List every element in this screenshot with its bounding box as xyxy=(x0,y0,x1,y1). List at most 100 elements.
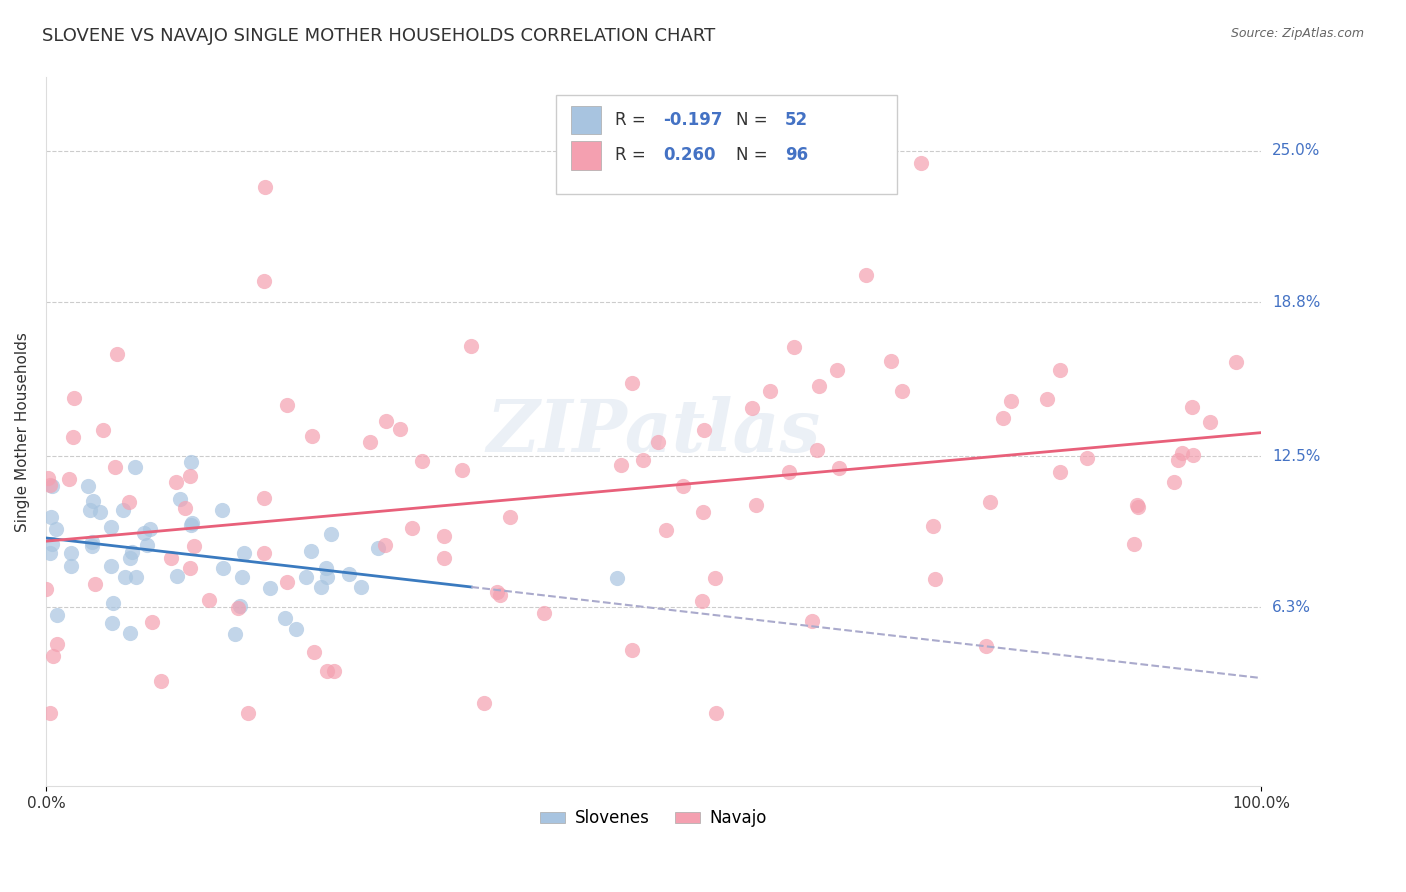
Point xyxy=(299,544,322,558)
Point xyxy=(41,649,63,664)
Point xyxy=(39,706,62,720)
Point xyxy=(1049,465,1071,479)
Point xyxy=(138,522,160,536)
Point xyxy=(117,495,139,509)
Legend: Slovenes, Navajo: Slovenes, Navajo xyxy=(533,803,773,834)
Point xyxy=(359,435,381,450)
FancyBboxPatch shape xyxy=(557,95,897,194)
FancyBboxPatch shape xyxy=(571,141,602,169)
Point xyxy=(367,541,389,555)
Point xyxy=(104,460,127,475)
Point xyxy=(37,471,59,485)
Point xyxy=(350,581,373,595)
Point xyxy=(295,570,318,584)
Point xyxy=(315,561,337,575)
Point xyxy=(808,379,831,393)
Point xyxy=(253,274,276,288)
Text: R =: R = xyxy=(614,146,651,164)
Point xyxy=(1000,393,1022,408)
Point xyxy=(179,469,201,483)
Point xyxy=(783,340,806,354)
Point xyxy=(692,505,714,519)
Point xyxy=(693,423,716,437)
FancyBboxPatch shape xyxy=(571,106,602,134)
Point xyxy=(401,521,423,535)
Point xyxy=(180,516,202,530)
Point xyxy=(100,558,122,573)
Point xyxy=(150,674,173,689)
Text: N =: N = xyxy=(737,111,773,129)
Point xyxy=(655,523,678,537)
Point xyxy=(910,156,932,170)
Point xyxy=(301,428,323,442)
Y-axis label: Single Mother Households: Single Mother Households xyxy=(15,332,30,532)
Point xyxy=(82,494,104,508)
Point xyxy=(46,637,69,651)
Point xyxy=(101,616,124,631)
Point xyxy=(741,401,763,415)
Point xyxy=(1049,363,1071,377)
Point xyxy=(411,454,433,468)
Point xyxy=(621,642,644,657)
Point xyxy=(533,606,555,620)
Point xyxy=(610,458,633,472)
Point xyxy=(236,706,259,720)
Point xyxy=(120,626,142,640)
Point xyxy=(337,566,360,581)
Text: 18.8%: 18.8% xyxy=(1272,294,1320,310)
Point xyxy=(253,180,276,194)
Point xyxy=(806,442,828,457)
Point xyxy=(118,551,141,566)
Point xyxy=(319,526,342,541)
Point xyxy=(229,599,252,614)
Point xyxy=(91,423,114,437)
Point xyxy=(80,535,103,549)
Point xyxy=(302,645,325,659)
Point xyxy=(45,607,67,622)
Point xyxy=(211,503,233,517)
Point xyxy=(499,509,522,524)
Point xyxy=(374,538,396,552)
Text: Source: ZipAtlas.com: Source: ZipAtlas.com xyxy=(1230,27,1364,40)
Point xyxy=(233,546,256,560)
Point xyxy=(58,472,80,486)
Point xyxy=(778,465,800,479)
Point xyxy=(197,592,219,607)
Point xyxy=(41,478,63,492)
Point xyxy=(1181,400,1204,414)
Point xyxy=(180,455,202,469)
Point xyxy=(100,520,122,534)
Point xyxy=(606,571,628,585)
Point xyxy=(276,398,298,412)
Point xyxy=(273,610,295,624)
Point xyxy=(135,537,157,551)
Point xyxy=(228,600,250,615)
Point xyxy=(1036,392,1059,406)
Point xyxy=(80,540,103,554)
Point xyxy=(231,570,253,584)
Point xyxy=(141,615,163,630)
Point xyxy=(472,696,495,710)
Text: N =: N = xyxy=(737,146,773,164)
Point xyxy=(84,576,107,591)
Point xyxy=(921,518,943,533)
Point xyxy=(759,384,782,398)
Point xyxy=(924,572,946,586)
Point xyxy=(212,561,235,575)
Point xyxy=(44,522,66,536)
Point xyxy=(828,461,851,475)
Point xyxy=(745,498,768,512)
Point xyxy=(259,582,281,596)
Point xyxy=(633,452,655,467)
Point xyxy=(125,570,148,584)
Point xyxy=(59,558,82,573)
Point xyxy=(124,460,146,475)
Point xyxy=(165,475,187,490)
Point xyxy=(1198,415,1220,429)
Point xyxy=(855,268,877,282)
Point xyxy=(621,376,644,390)
Point xyxy=(183,539,205,553)
Point xyxy=(224,627,246,641)
Point xyxy=(134,526,156,541)
Point xyxy=(105,346,128,360)
